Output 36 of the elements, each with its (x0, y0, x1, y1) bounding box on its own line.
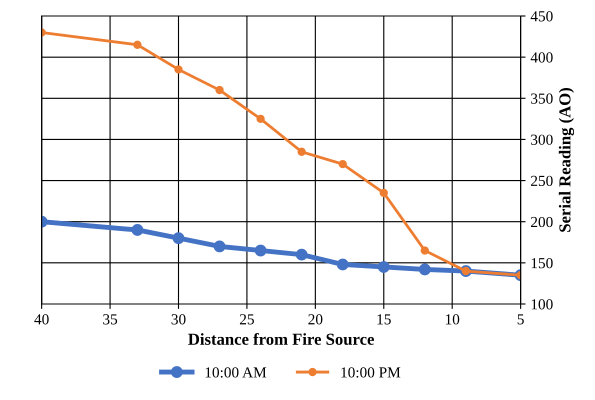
legend-label: 10:00 AM (206, 367, 266, 378)
point (174, 65, 183, 74)
y2-tick-label: 300 (531, 134, 553, 145)
x-tick-label: 15 (377, 314, 391, 324)
point (296, 248, 308, 261)
point (338, 160, 347, 168)
y2-tick-label: 400 (530, 52, 553, 63)
point (420, 246, 429, 255)
x-tick-label: 10 (446, 314, 460, 324)
x-axis-title: Distance from Fire Source (188, 332, 374, 345)
x-tick-label: 25 (240, 314, 254, 324)
point (172, 232, 184, 244)
point (254, 244, 267, 256)
y2-tick-label: 100 (532, 299, 553, 310)
y2-tick-label: 150 (532, 258, 553, 268)
y2-tick-label: 200 (531, 216, 553, 228)
x-tick-label: 5 (518, 314, 524, 324)
point (378, 261, 390, 273)
y2-tick-label: 250 (531, 176, 553, 186)
x-tick-label: 35 (103, 314, 118, 324)
legend-label: 10:00 PM (341, 367, 400, 378)
point (215, 86, 224, 94)
point (380, 188, 388, 198)
y2-axis-title: Serial Reading (AO) (558, 88, 574, 232)
point (418, 264, 431, 276)
x-tick-label: 30 (172, 314, 186, 324)
point (256, 114, 265, 124)
x-tick-label: 20 (308, 314, 322, 324)
point (298, 148, 306, 156)
point (336, 258, 349, 270)
y2-tick-label: 350 (531, 93, 553, 104)
point (133, 40, 142, 49)
point (214, 240, 226, 252)
point (132, 224, 144, 236)
x-tick-label: 40 (34, 314, 49, 324)
y2-tick-label: 450 (530, 11, 553, 22)
